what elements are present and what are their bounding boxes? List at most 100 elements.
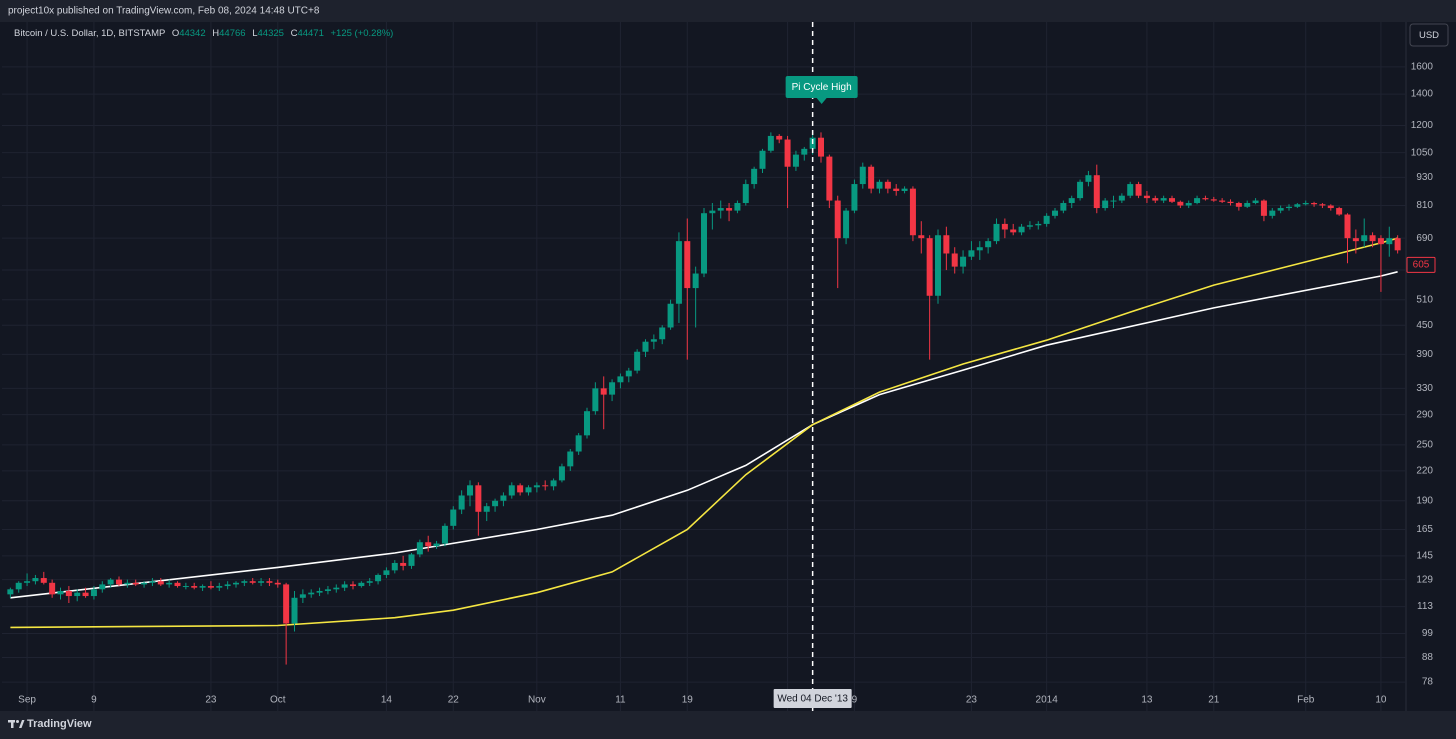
- candle-body: [1302, 203, 1309, 205]
- candle-body: [909, 188, 916, 236]
- legend-label: O: [172, 28, 179, 39]
- x-tick-label: 19: [682, 695, 694, 706]
- candle-body: [316, 590, 323, 593]
- candle-body: [1260, 200, 1267, 216]
- price-tag: [1406, 256, 1436, 273]
- legend-change: +125 (+0.28%): [331, 28, 394, 39]
- candle-body: [350, 584, 356, 587]
- candle-body: [500, 495, 507, 501]
- candle-body: [742, 184, 749, 204]
- legend-value: 44766: [219, 28, 245, 39]
- candle-body: [985, 241, 992, 248]
- candle-body: [182, 586, 189, 588]
- candle-body: [1294, 204, 1301, 207]
- y-tick-label: 930: [1416, 172, 1433, 183]
- candle-body: [1210, 199, 1217, 201]
- candle-body: [1202, 198, 1209, 200]
- candle-body: [776, 135, 783, 140]
- candle-body: [767, 135, 774, 151]
- x-tick-label: 9: [852, 695, 858, 706]
- candle-body: [692, 273, 699, 289]
- candle-body: [1018, 226, 1025, 233]
- candle-body: [1093, 175, 1100, 209]
- candle-body: [634, 351, 641, 371]
- candle-body: [650, 339, 657, 342]
- candle-body: [99, 584, 106, 590]
- plot-area: [2, 22, 1406, 711]
- candle-body: [1085, 175, 1092, 182]
- x-tick-label: 14: [381, 695, 393, 706]
- candle-body: [1135, 184, 1142, 196]
- candle-body: [224, 584, 231, 587]
- candle-body: [1344, 214, 1351, 239]
- y-tick-label: 220: [1416, 466, 1433, 477]
- candle-body: [584, 411, 590, 436]
- candle-body: [575, 435, 582, 452]
- candle-body: [1319, 204, 1326, 206]
- candle-body: [1035, 223, 1042, 226]
- candle-body: [1110, 200, 1117, 202]
- candle-body: [558, 466, 565, 481]
- candle-body: [149, 581, 156, 583]
- candle-body: [818, 137, 824, 157]
- line-series: [10, 237, 1398, 629]
- y-tick-label: 290: [1416, 409, 1433, 420]
- candle-body: [1001, 223, 1008, 230]
- candle-body: [249, 581, 256, 583]
- candle-body: [24, 581, 31, 583]
- candle-body: [876, 181, 883, 189]
- candle-body: [1377, 238, 1384, 245]
- y-tick-label: 190: [1416, 495, 1433, 506]
- currency-button[interactable]: [1409, 23, 1449, 47]
- candle-body: [1244, 203, 1251, 207]
- candle-body: [893, 188, 900, 191]
- candle-body: [1052, 210, 1058, 216]
- candle-body: [968, 250, 975, 257]
- candle-body: [40, 578, 47, 583]
- y-tick-label: 1600: [1411, 62, 1434, 73]
- candle-body: [1152, 198, 1159, 201]
- candle-body: [1394, 238, 1401, 251]
- candle-body: [1068, 198, 1075, 204]
- candle-body: [1010, 229, 1017, 233]
- x-tick-label: Sep: [18, 695, 36, 706]
- candle-body: [366, 581, 373, 583]
- candle-body: [684, 241, 691, 289]
- y-tick-label: 390: [1416, 349, 1433, 360]
- candle-body: [943, 235, 950, 254]
- candle-body: [1277, 208, 1284, 211]
- x-tick-label: 10: [1375, 695, 1387, 706]
- candle-body: [717, 208, 724, 211]
- legend-label: L: [252, 28, 257, 39]
- candle-body: [450, 509, 457, 526]
- candle-body: [1177, 201, 1184, 206]
- candle-body: [1219, 200, 1226, 202]
- candle-body: [283, 584, 290, 624]
- crosshair-label: Wed 04 Dec '13: [777, 694, 848, 705]
- candle-body: [324, 589, 331, 591]
- candle-body: [701, 213, 707, 274]
- y-tick-label: 1200: [1411, 120, 1434, 131]
- candle-body: [1185, 203, 1192, 206]
- x-tick-label: 9: [91, 695, 97, 706]
- candle-body: [166, 582, 173, 585]
- y-tick-label: 129: [1416, 574, 1433, 585]
- candle-body: [174, 582, 181, 587]
- candle-body: [642, 341, 649, 352]
- y-tick-label: 99: [1422, 628, 1434, 639]
- legend-value: 44325: [258, 28, 284, 39]
- candle-body: [124, 582, 131, 585]
- candle-body: [1160, 198, 1167, 201]
- y-tick-label: 250: [1416, 440, 1433, 451]
- currency-label[interactable]: USD: [1419, 30, 1439, 41]
- candle-body: [726, 208, 733, 211]
- x-tick-label: Nov: [528, 695, 546, 706]
- overlay: Bitcoin / U.S. Dollar, 1D, BITSTAMP O443…: [14, 23, 1449, 47]
- candle-body: [592, 388, 599, 412]
- y-tick-label: 1400: [1411, 89, 1434, 100]
- candle-body: [341, 584, 348, 588]
- candle-body: [567, 451, 574, 467]
- candle-body: [116, 579, 122, 585]
- crosshair-label-box: [773, 689, 852, 708]
- candle-body: [542, 485, 549, 487]
